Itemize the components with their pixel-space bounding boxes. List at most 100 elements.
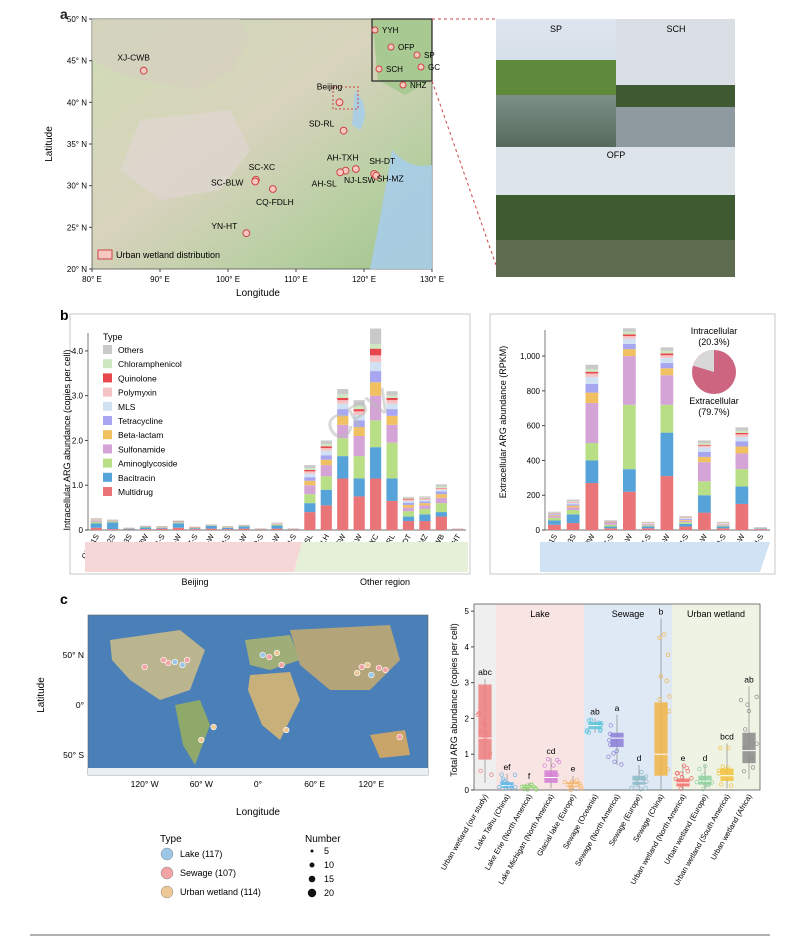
- site-label: Beijing: [317, 81, 343, 91]
- bar-segment: [320, 489, 332, 506]
- box-point: [718, 745, 723, 751]
- box-point: [679, 775, 685, 780]
- bar-segment: [386, 391, 398, 396]
- world-x-ticks: 120° W 60° W 0° 60° E 120° E: [131, 779, 385, 789]
- bar-segment: [271, 528, 283, 530]
- bar-segment: [304, 465, 316, 469]
- bar-segment: [402, 502, 415, 505]
- box-letter: d: [637, 753, 642, 763]
- bar-segment: [698, 443, 711, 445]
- site-marker: [339, 126, 348, 135]
- bar-segment: [641, 523, 655, 525]
- legend-label: Chloramphenicol: [118, 359, 182, 369]
- bar-segment: [735, 453, 749, 470]
- legend-size-label: 15: [324, 874, 334, 884]
- bar-segment: [679, 522, 692, 524]
- bar-segment: [337, 400, 349, 404]
- north-america: [110, 630, 205, 700]
- bar-segment: [623, 336, 636, 339]
- bar-segment: [90, 518, 102, 520]
- bar-segment: [205, 528, 217, 530]
- site-marker: [335, 98, 344, 107]
- bar-segment: [585, 373, 599, 377]
- bar-segment: [353, 409, 365, 412]
- bar-segment: [585, 443, 599, 461]
- world-ylabel: Latitude: [36, 677, 47, 713]
- bar-segment: [353, 456, 365, 479]
- legend-number-title: Number: [305, 834, 341, 845]
- box-x-tick-label: Urban wetland (Africa): [709, 792, 754, 862]
- bar-segment: [90, 521, 102, 524]
- bar-segment: [402, 500, 415, 503]
- bar-segment: [419, 514, 431, 522]
- extracellular-band: [540, 542, 770, 572]
- box-point: [522, 784, 527, 789]
- box-point: [489, 772, 494, 777]
- bar-segment: [641, 525, 655, 527]
- box-point: [728, 783, 734, 788]
- bar-segment: [660, 353, 674, 356]
- bar-segment: [304, 485, 316, 495]
- bar-segment: [641, 528, 655, 530]
- legend-swatch: [103, 487, 112, 496]
- bar-segment: [548, 516, 561, 518]
- bar-y-tick-label: 2.0: [72, 436, 84, 445]
- legend-label: Multidrug: [118, 487, 153, 497]
- world-site-marker: [266, 653, 273, 661]
- bar-segment: [90, 521, 102, 522]
- box-point: [726, 746, 731, 751]
- bar-segment: [353, 411, 365, 415]
- box-point: [598, 722, 603, 728]
- box-point: [719, 782, 724, 787]
- map-y-tick-label: 25° N: [67, 223, 87, 232]
- site-label: XJ-CWB: [117, 53, 150, 63]
- bar-segment: [353, 478, 365, 497]
- box-point: [612, 759, 617, 764]
- bar-segment: [304, 471, 316, 474]
- bar-segment: [353, 435, 365, 457]
- pie-chart: Intracellular (20.3%) Extracellular (79.…: [689, 326, 739, 417]
- bar-segment: [370, 328, 382, 345]
- legend-type-label: Sewage (107): [180, 868, 236, 878]
- box-point: [643, 785, 648, 791]
- bar-segment: [660, 375, 674, 405]
- legend-label: Bacitracin: [118, 473, 156, 483]
- bar-segment: [604, 522, 617, 524]
- bar-segment: [304, 477, 316, 481]
- bar-segment: [435, 484, 447, 487]
- bar-segment: [566, 501, 580, 502]
- bar-segment: [304, 480, 316, 486]
- box-point: [638, 787, 643, 792]
- photo-label-sch: SCH: [666, 24, 685, 34]
- bar-segment: [353, 420, 365, 428]
- bar-segment: [402, 511, 415, 517]
- bar-segment: [320, 505, 332, 530]
- box-letter: b: [659, 606, 664, 616]
- site-marker: [336, 168, 345, 177]
- legend-size-label: 5: [324, 846, 329, 856]
- bar-segment: [320, 455, 332, 460]
- box-point: [547, 772, 553, 777]
- box-letter: abc: [478, 667, 492, 677]
- legend-label: Others: [118, 345, 144, 355]
- bar-segment: [716, 528, 730, 530]
- bar-segment: [386, 415, 398, 425]
- bar-y-tick-label: 800: [527, 387, 541, 396]
- photo-sch-water: [616, 107, 735, 147]
- inset-marker: [371, 26, 379, 34]
- pie-bottom-label: Extracellular: [689, 396, 739, 406]
- map-x-tick-label: 110° E: [284, 275, 308, 284]
- box-y-tick-label: 1: [465, 750, 470, 759]
- bar-segment: [320, 448, 332, 451]
- legend-label: Tetracycline: [118, 416, 163, 426]
- box-letter: d: [703, 753, 708, 763]
- bar-segment: [419, 499, 431, 501]
- bar-segment: [353, 400, 365, 406]
- africa: [248, 672, 300, 740]
- box-group-label: Urban wetland: [687, 609, 745, 619]
- bar-segment: [337, 403, 349, 410]
- bar-segment: [566, 504, 580, 506]
- bar-segment: [139, 529, 152, 530]
- photo-label-ofp: OFP: [607, 150, 626, 160]
- box-point: [738, 697, 744, 703]
